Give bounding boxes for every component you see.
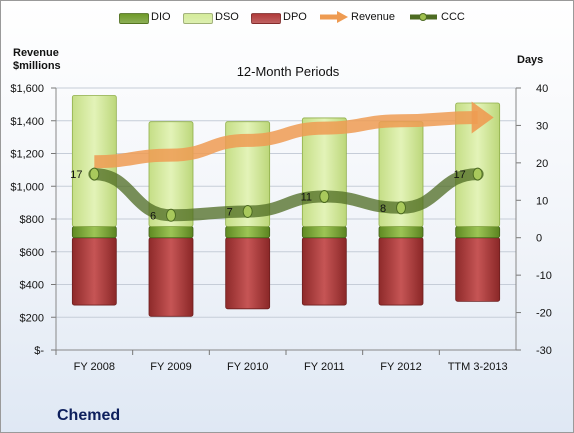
bar-dio [378, 226, 424, 239]
bar-dio [301, 226, 347, 239]
bar-dio [455, 226, 501, 239]
right-tick-label: 10 [536, 195, 548, 207]
bar-dio [148, 226, 194, 239]
legend-swatch-ccc [409, 11, 437, 21]
ccc-point [472, 167, 483, 181]
bar-dpo [378, 237, 424, 306]
bar-dpo [71, 237, 117, 306]
ccc-point [396, 201, 406, 215]
right-tick-label: -20 [536, 308, 552, 320]
left-tick-label: $- [34, 345, 44, 357]
left-tick-label: $1,600 [10, 83, 44, 95]
left-axis-title-line2: $millions [13, 60, 61, 72]
revenue-arrowhead [471, 101, 494, 134]
ccc-data-label: 7 [227, 207, 233, 219]
x-tick-label: FY 2008 [74, 361, 115, 373]
ccc-line [88, 168, 484, 222]
bar-dpo [455, 237, 501, 302]
legend-label-dso: DSO [215, 11, 239, 23]
bar-dpo [301, 237, 347, 306]
right-tick-label: 40 [536, 83, 548, 95]
x-tick-label: FY 2010 [227, 361, 268, 373]
right-tick-label: -10 [536, 270, 552, 282]
legend-swatch-revenue [319, 11, 348, 23]
left-tick-label: $1,000 [10, 181, 44, 193]
legend-label-dio: DIO [151, 11, 171, 23]
x-tick-label: FY 2012 [380, 361, 421, 373]
legend-swatch-dio [119, 13, 149, 24]
legend-label-ccc: CCC [441, 11, 465, 23]
ccc-data-label: 17 [70, 169, 82, 181]
left-tick-label: $1,200 [10, 149, 44, 161]
bar-dpo [225, 237, 271, 310]
legend-swatch-dso [183, 13, 213, 24]
ccc-point [319, 190, 330, 204]
legend-swatch-dpo [251, 13, 281, 24]
right-tick-label: 30 [536, 120, 548, 132]
legend-label-dpo: DPO [283, 11, 307, 23]
ccc-point [166, 208, 176, 222]
bar-dso [148, 121, 194, 227]
left-axis-title: Revenue $millions [13, 47, 61, 73]
ccc-data-label: 6 [150, 210, 156, 222]
ccc-point [242, 205, 253, 219]
chart-title: 12-Month Periods [236, 64, 340, 79]
left-tick-label: $600 [20, 247, 44, 259]
ccc-point [89, 167, 100, 181]
company-name: Chemed [57, 407, 121, 424]
left-tick-label: $800 [20, 214, 44, 226]
x-tick-label: TTM 3-2013 [448, 361, 508, 373]
right-tick-label: -30 [536, 345, 552, 357]
revenue-line [94, 110, 478, 169]
right-axis-title: Days [517, 54, 544, 66]
left-tick-label: $1,400 [10, 116, 44, 128]
bar-dpo [148, 237, 194, 317]
ccc-data-label: 8 [380, 203, 386, 215]
x-tick-label: FY 2011 [304, 361, 345, 373]
legend-label-revenue: Revenue [351, 11, 396, 23]
right-tick-label: 0 [536, 233, 542, 245]
x-tick-label: FY 2009 [150, 361, 191, 373]
right-tick-label: 20 [536, 158, 548, 170]
bar-dio [71, 226, 117, 239]
bar-dio [225, 226, 271, 239]
left-tick-label: $200 [20, 312, 44, 324]
left-axis-title-line1: Revenue [13, 47, 59, 59]
ccc-data-label: 11 [301, 192, 312, 204]
ccc-data-label: 17 [454, 169, 466, 181]
bar-dso [225, 121, 271, 227]
left-tick-label: $400 [20, 280, 44, 292]
bar-dso [455, 102, 501, 227]
